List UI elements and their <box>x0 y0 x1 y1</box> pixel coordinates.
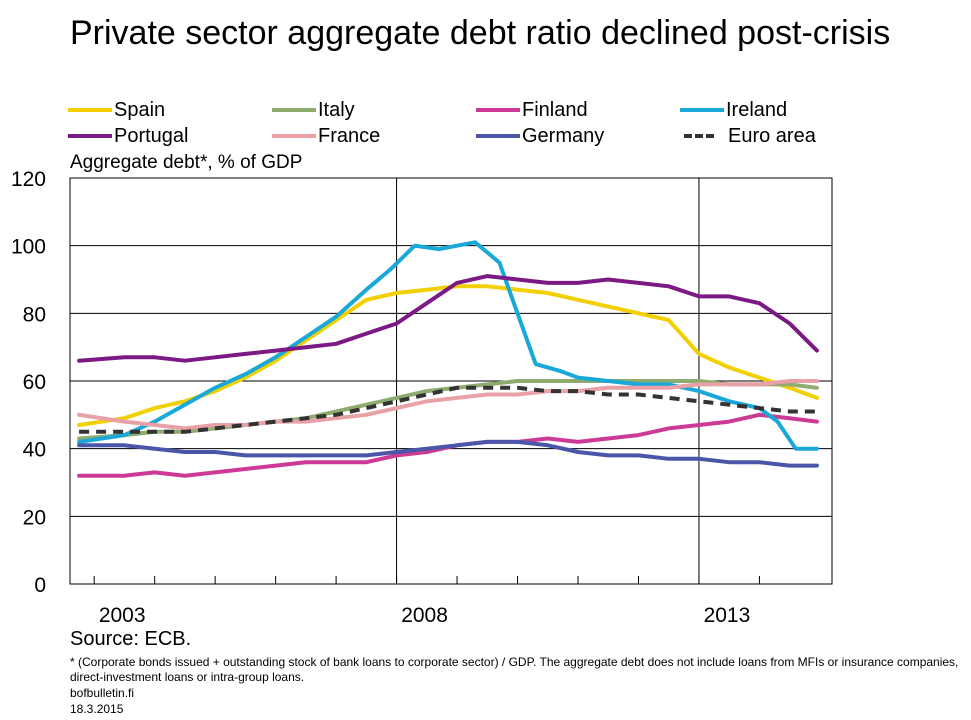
footnote: * (Corporate bonds issued + outstanding … <box>70 655 959 684</box>
x-tick-label: 2008 <box>401 604 448 627</box>
x-tick-label: 2013 <box>704 604 751 627</box>
legend-item-spain: Spain <box>68 97 272 123</box>
legend-label-spain: Spain <box>114 98 166 121</box>
site-url: bofbulletin.fi <box>70 686 135 700</box>
legend-swatch-france <box>272 134 316 138</box>
chart-subtitle: Aggregate debt*, % of GDP <box>70 152 303 173</box>
series-line-ireland <box>77 240 819 451</box>
y-tick-label: 20 <box>23 506 46 529</box>
y-tick-label: 120 <box>11 168 46 191</box>
y-tick-label: 40 <box>23 439 46 462</box>
legend-swatch-portugal <box>68 134 112 138</box>
legend-item-france: France <box>272 123 476 149</box>
series-line-france <box>77 379 819 431</box>
legend-swatch-finland <box>476 108 520 112</box>
legend-label-euro-area: Euro area <box>728 124 816 147</box>
y-tick-label: 80 <box>23 303 46 326</box>
chart-title: Private sector aggregate debt ratio decl… <box>70 14 891 52</box>
legend-label-portugal: Portugal <box>114 124 189 147</box>
legend-label-italy: Italy <box>318 98 355 121</box>
legend-item-ireland: Ireland <box>680 97 870 123</box>
plot-frame <box>69 177 833 585</box>
legend-swatch-spain <box>68 108 112 112</box>
legend-swatch-italy <box>272 108 316 112</box>
x-tick-label: 2003 <box>99 604 146 627</box>
legend-label-germany: Germany <box>522 124 605 147</box>
series-line-portugal <box>77 274 819 363</box>
legend: Spain Italy Finland Ireland Portugal Fra… <box>68 97 868 149</box>
legend-item-italy: Italy <box>272 97 476 123</box>
y-tick-label: 100 <box>11 236 46 259</box>
legend-label-ireland: Ireland <box>726 98 788 121</box>
legend-item-finland: Finland <box>476 97 680 123</box>
legend-item-germany: Germany <box>476 123 680 149</box>
publication-date: 18.3.2015 <box>70 702 124 716</box>
series-line-spain <box>77 284 819 427</box>
series-line-germany <box>77 439 819 468</box>
legend-swatch-germany <box>476 134 520 138</box>
series-line-euro-area <box>79 385 817 434</box>
y-tick-label: 0 <box>34 574 46 597</box>
y-tick-label: 60 <box>23 371 46 394</box>
source-note: Source: ECB. <box>70 628 192 650</box>
legend-label-france: France <box>318 124 381 147</box>
legend-item-portugal: Portugal <box>68 123 272 149</box>
legend-swatch-euro-area <box>684 134 714 138</box>
legend-swatch-ireland <box>680 108 724 112</box>
legend-label-finland: Finland <box>522 98 588 121</box>
legend-item-euro-area: Euro area <box>680 123 870 149</box>
